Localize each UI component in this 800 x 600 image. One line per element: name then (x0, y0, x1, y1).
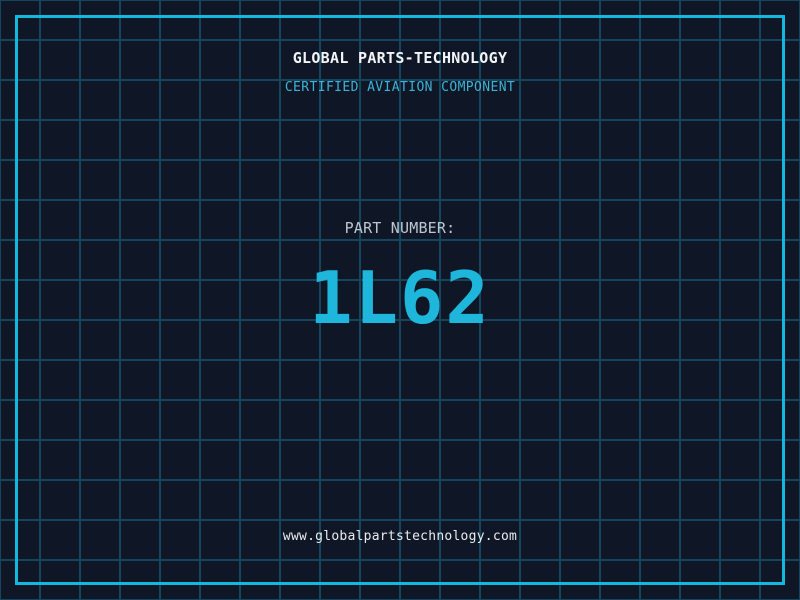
part-number-value: 1L62 (309, 256, 491, 340)
part-number-label: PART NUMBER: (344, 219, 456, 237)
company-title: GLOBAL PARTS-TECHNOLOGY (292, 49, 508, 67)
certification-tagline: CERTIFIED AVIATION COMPONENT (284, 80, 516, 95)
website-url: www.globalpartstechnology.com (282, 529, 518, 544)
